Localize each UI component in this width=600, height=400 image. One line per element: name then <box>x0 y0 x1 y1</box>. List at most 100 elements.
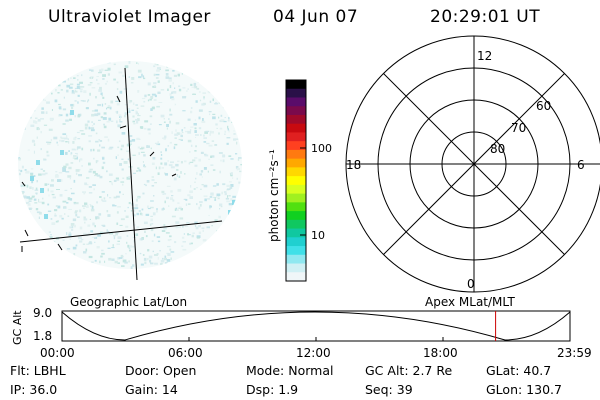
noise-pixel <box>224 133 226 135</box>
noise-pixel <box>71 226 74 229</box>
noise-pixel <box>66 232 68 235</box>
noise-pixel <box>76 147 79 151</box>
colorbar-gradient <box>286 80 306 282</box>
noise-pixel <box>194 164 198 167</box>
polar-ring-label: 80 <box>490 142 505 156</box>
noise-pixel <box>194 127 197 130</box>
noise-pixel <box>81 74 83 77</box>
noise-pixel <box>65 113 69 117</box>
noise-pixel <box>45 111 48 114</box>
noise-pixel <box>104 103 107 105</box>
noise-pixel <box>234 138 239 140</box>
noise-pixel <box>147 258 149 261</box>
noise-pixel <box>77 138 81 140</box>
apex-label: Apex MLat/MLT <box>425 295 515 309</box>
noise-pixel <box>46 154 50 157</box>
noise-pixel <box>92 236 96 238</box>
noise-pixel <box>187 118 191 121</box>
noise-pixel <box>19 81 23 85</box>
noise-pixel <box>47 183 50 185</box>
colorbar-band <box>286 80 306 90</box>
noise-pixel <box>170 161 174 164</box>
noise-pixel <box>208 82 212 85</box>
noise-pixel <box>55 89 57 92</box>
noise-pixel <box>235 86 239 89</box>
noise-pixel <box>157 67 161 70</box>
geographic-label: Geographic Lat/Lon <box>70 295 188 309</box>
noise-pixel <box>180 132 182 135</box>
noise-pixel <box>70 223 75 226</box>
noise-pixel <box>128 202 131 205</box>
noise-pixel <box>204 131 208 134</box>
noise-pixel <box>65 163 69 166</box>
info-glat: GLat: 40.7 <box>486 363 552 378</box>
noise-pixel <box>114 260 118 264</box>
noise-pixel <box>239 119 242 122</box>
noise-pixel <box>36 180 38 183</box>
noise-pixel <box>97 266 100 269</box>
noise-pixel <box>166 185 171 187</box>
bright-pixel <box>60 150 64 155</box>
noise-pixel <box>216 62 219 65</box>
noise-pixel <box>233 110 236 113</box>
noise-pixel <box>182 248 187 251</box>
noise-pixel <box>120 218 125 221</box>
noise-pixel <box>89 204 91 206</box>
noise-pixel <box>117 236 122 240</box>
noise-pixel <box>156 208 158 210</box>
colorbar-band <box>286 254 306 265</box>
noise-pixel <box>185 130 189 133</box>
noise-pixel <box>101 224 105 226</box>
noise-pixel <box>34 189 39 191</box>
noise-pixel <box>94 109 98 112</box>
noise-pixel <box>126 241 128 244</box>
noise-pixel <box>40 148 42 151</box>
noise-pixel <box>194 157 198 159</box>
noise-pixel <box>207 79 211 81</box>
noise-pixel <box>149 259 152 263</box>
noise-pixel <box>167 145 169 147</box>
noise-pixel <box>89 168 93 171</box>
noise-pixel <box>117 262 120 264</box>
noise-pixel <box>143 165 147 168</box>
noise-pixel <box>102 78 105 80</box>
noise-pixel <box>198 127 202 130</box>
noise-pixel <box>69 178 71 180</box>
x-tick-label: 18:00 <box>423 346 458 360</box>
noise-pixel <box>94 113 99 117</box>
noise-pixel <box>184 173 186 175</box>
noise-pixel <box>228 155 232 157</box>
noise-pixel <box>37 127 40 130</box>
noise-pixel <box>138 76 142 79</box>
noise-pixel <box>29 93 33 96</box>
noise-pixel <box>204 262 208 265</box>
colorbar-band <box>286 158 306 168</box>
noise-pixel <box>206 267 210 269</box>
polar-diagonal <box>383 73 565 255</box>
noise-pixel <box>210 69 212 72</box>
noise-pixel <box>167 253 171 256</box>
noise-pixel <box>34 202 38 204</box>
noise-pixel <box>71 229 74 231</box>
noise-pixel <box>132 102 135 105</box>
noise-pixel <box>184 225 189 227</box>
noise-pixel <box>31 207 33 209</box>
noise-pixel <box>156 236 161 238</box>
noise-pixel <box>147 205 149 209</box>
noise-pixel <box>169 248 172 251</box>
noise-pixel <box>59 194 63 197</box>
noise-pixel <box>108 257 112 261</box>
noise-pixel <box>151 223 154 225</box>
noise-pixel <box>97 233 101 237</box>
noise-pixel <box>51 109 53 111</box>
noise-pixel <box>237 92 241 94</box>
noise-pixel <box>55 220 58 223</box>
noise-pixel <box>131 245 135 248</box>
noise-pixel <box>187 88 189 90</box>
noise-pixel <box>98 139 101 141</box>
noise-pixel <box>18 159 21 161</box>
noise-pixel <box>158 124 162 126</box>
noise-pixel <box>99 140 103 142</box>
noise-pixel <box>230 172 233 175</box>
noise-pixel <box>117 206 121 208</box>
